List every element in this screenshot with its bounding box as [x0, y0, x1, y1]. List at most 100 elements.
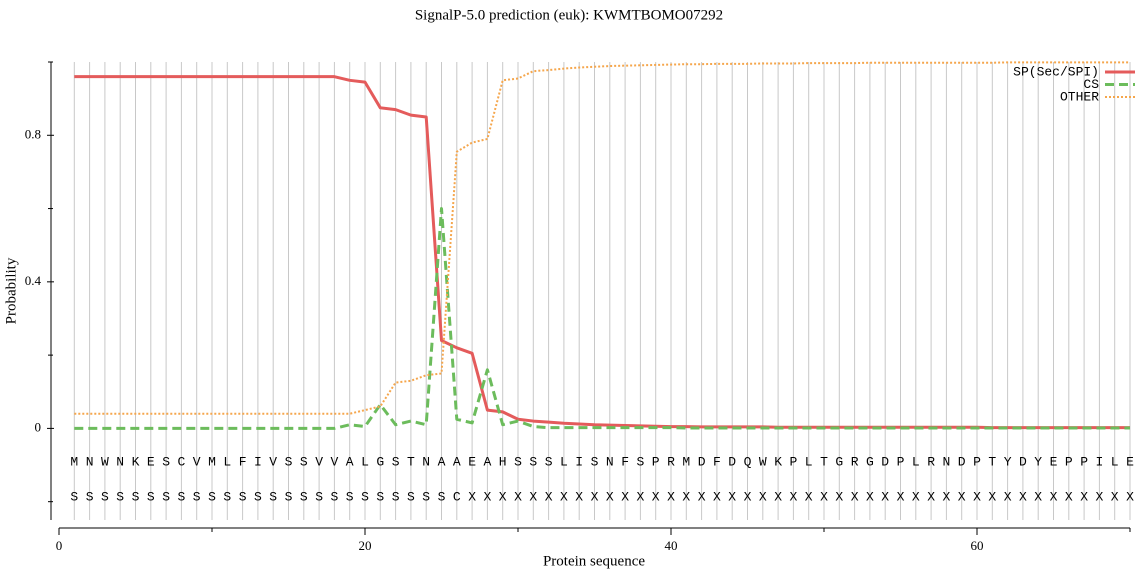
residue: S	[545, 454, 553, 469]
residue: D	[958, 454, 966, 469]
residue-annotation: X	[713, 489, 721, 504]
residue-annotation: X	[973, 489, 981, 504]
residue: V	[330, 454, 338, 469]
residue-annotation: S	[86, 489, 94, 504]
residue: I	[575, 454, 583, 469]
residue-annotation: X	[927, 489, 935, 504]
residue-annotation: X	[1065, 489, 1073, 504]
residue-annotation: S	[330, 489, 338, 504]
residue: Q	[744, 454, 752, 469]
residue: P	[652, 454, 660, 469]
residue: T	[820, 454, 828, 469]
residue: W	[101, 454, 109, 469]
residue-annotation: X	[636, 489, 644, 504]
residue-annotation: S	[239, 489, 247, 504]
residue-annotation: S	[315, 489, 323, 504]
residue-annotation: S	[177, 489, 185, 504]
residue: N	[422, 454, 430, 469]
residue: G	[835, 454, 843, 469]
residue-annotation: S	[132, 489, 140, 504]
residue: F	[239, 454, 247, 469]
residue: L	[361, 454, 369, 469]
residue-annotation: S	[162, 489, 170, 504]
residue: K	[774, 454, 782, 469]
residue: E	[1050, 454, 1058, 469]
residue-annotation: S	[346, 489, 354, 504]
residue: W	[759, 454, 767, 469]
residue-annotation: X	[591, 489, 599, 504]
x-axis-label: Protein sequence	[543, 553, 645, 569]
residue-annotation: X	[728, 489, 736, 504]
residue: I	[254, 454, 262, 469]
x-tick-label: 60	[971, 538, 984, 553]
residue-annotation: X	[1080, 489, 1088, 504]
residue: D	[698, 454, 706, 469]
residue-annotation: X	[1019, 489, 1027, 504]
residue: H	[499, 454, 507, 469]
residue-annotation: C	[453, 489, 461, 504]
residue: K	[132, 454, 140, 469]
x-tick-label: 40	[665, 538, 678, 553]
residue-annotation: S	[208, 489, 216, 504]
residue-annotation: X	[988, 489, 996, 504]
residue: A	[453, 454, 461, 469]
residue-annotation: X	[851, 489, 859, 504]
residue: S	[162, 454, 170, 469]
residue: P	[789, 454, 797, 469]
residue-annotation: S	[438, 489, 446, 504]
residue-annotation: X	[483, 489, 491, 504]
y-tick-label: 0.8	[25, 126, 41, 141]
residue: T	[407, 454, 415, 469]
residue: C	[177, 454, 185, 469]
residue-annotation: S	[193, 489, 201, 504]
residue-annotation: S	[285, 489, 293, 504]
residue: F	[621, 454, 629, 469]
residue-annotation: X	[805, 489, 813, 504]
residue-annotation: X	[866, 489, 874, 504]
residue-annotation: X	[942, 489, 950, 504]
residue: S	[529, 454, 537, 469]
series-line	[74, 207, 1130, 430]
residue-annotation: S	[407, 489, 415, 504]
residue: G	[866, 454, 874, 469]
residue: S	[514, 454, 522, 469]
residue-annotation: X	[759, 489, 767, 504]
residue: R	[927, 454, 935, 469]
residue: D	[881, 454, 889, 469]
residue: I	[1095, 454, 1103, 469]
residue-annotation: X	[835, 489, 843, 504]
residue: Y	[1004, 454, 1012, 469]
residue: S	[591, 454, 599, 469]
residue-annotation: X	[1126, 489, 1134, 504]
residue-annotation: X	[499, 489, 507, 504]
residue-annotation: X	[468, 489, 476, 504]
residue: S	[392, 454, 400, 469]
residue: A	[483, 454, 491, 469]
residue: A	[346, 454, 354, 469]
residue-annotation: X	[606, 489, 614, 504]
residue: R	[667, 454, 675, 469]
y-tick-label: 0	[35, 419, 42, 434]
residue-annotation: S	[101, 489, 109, 504]
residue-annotation: S	[300, 489, 308, 504]
residue-annotation: X	[1004, 489, 1012, 504]
residue-annotation: X	[682, 489, 690, 504]
residue: L	[912, 454, 920, 469]
series-line	[74, 61, 1130, 415]
legend-label: SP(Sec/SPI)	[1013, 64, 1099, 79]
residue-annotation: S	[422, 489, 430, 504]
residue-annotation: X	[912, 489, 920, 504]
residue: N	[116, 454, 124, 469]
residue: A	[438, 454, 446, 469]
residue-annotation: S	[147, 489, 155, 504]
residue: S	[636, 454, 644, 469]
x-tick-label: 20	[359, 538, 372, 553]
y-tick-label: 0.4	[25, 273, 42, 288]
residue: V	[193, 454, 201, 469]
legend-label: CS	[1083, 77, 1099, 92]
residue: L	[560, 454, 568, 469]
residue: M	[70, 454, 78, 469]
residue: S	[300, 454, 308, 469]
